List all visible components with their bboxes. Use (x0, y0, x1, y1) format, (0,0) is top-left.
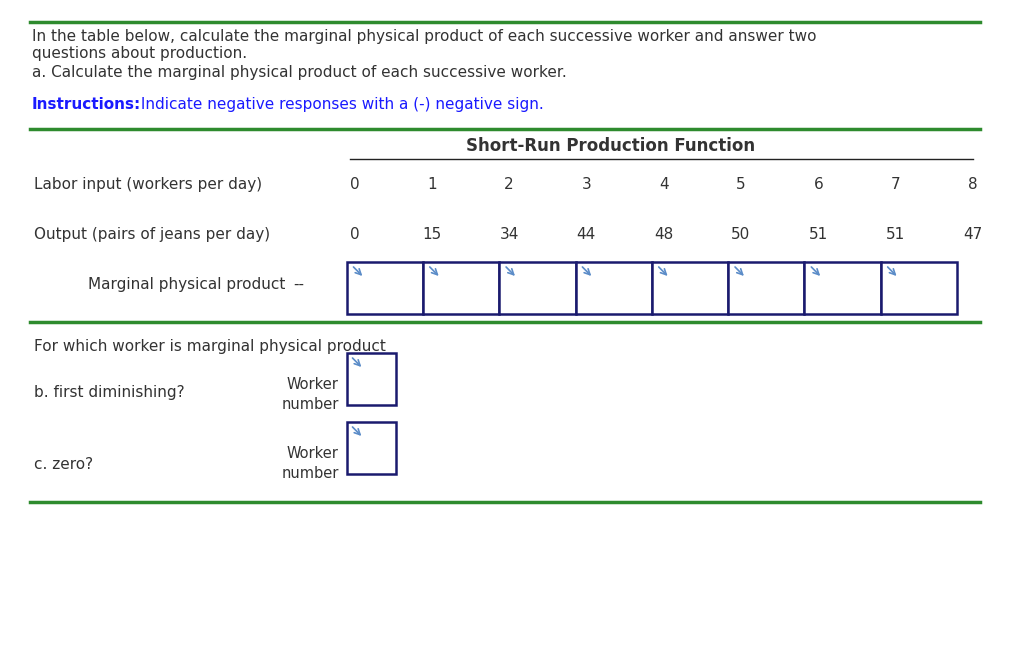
Text: 15: 15 (422, 227, 441, 242)
Text: 0: 0 (349, 177, 359, 192)
Text: --: -- (294, 277, 304, 292)
Text: Output (pairs of jeans per day): Output (pairs of jeans per day) (35, 227, 270, 242)
Bar (652, 262, 728, 314)
Text: Short-Run Production Function: Short-Run Production Function (466, 137, 755, 155)
Text: 51: 51 (809, 227, 827, 242)
Text: c. zero?: c. zero? (35, 457, 93, 472)
Bar (423, 262, 500, 314)
Text: 8: 8 (968, 177, 978, 192)
Text: Worker: Worker (287, 377, 339, 392)
Bar (575, 262, 652, 314)
Text: 0: 0 (349, 227, 359, 242)
Text: In the table below, calculate the marginal physical product of each successive w: In the table below, calculate the margin… (32, 29, 816, 61)
Bar (346, 262, 423, 314)
Text: 5: 5 (736, 177, 745, 192)
Text: 44: 44 (577, 227, 596, 242)
Text: number: number (282, 466, 339, 481)
Text: Marginal physical product: Marginal physical product (88, 277, 286, 292)
Text: 50: 50 (731, 227, 751, 242)
Bar (500, 262, 575, 314)
Text: 34: 34 (500, 227, 519, 242)
Text: number: number (282, 397, 339, 412)
Text: Indicate negative responses with a (-) negative sign.: Indicate negative responses with a (-) n… (136, 97, 544, 112)
Bar (805, 262, 881, 314)
Bar (728, 262, 805, 314)
Text: 3: 3 (582, 177, 591, 192)
Text: Worker: Worker (287, 446, 339, 461)
Text: 6: 6 (813, 177, 823, 192)
Text: 7: 7 (891, 177, 900, 192)
Text: b. first diminishing?: b. first diminishing? (35, 385, 185, 400)
Text: Instructions:: Instructions: (32, 97, 140, 112)
Text: 51: 51 (886, 227, 905, 242)
Text: 1: 1 (427, 177, 436, 192)
Bar (346, 353, 396, 405)
Text: 4: 4 (658, 177, 669, 192)
Text: Labor input (workers per day): Labor input (workers per day) (35, 177, 262, 192)
Text: a. Calculate the marginal physical product of each successive worker.: a. Calculate the marginal physical produ… (32, 65, 566, 80)
Bar (881, 262, 957, 314)
Text: 47: 47 (964, 227, 982, 242)
Text: 48: 48 (654, 227, 674, 242)
Bar (346, 422, 396, 474)
Text: For which worker is marginal physical product: For which worker is marginal physical pr… (35, 339, 386, 354)
Text: 2: 2 (504, 177, 514, 192)
